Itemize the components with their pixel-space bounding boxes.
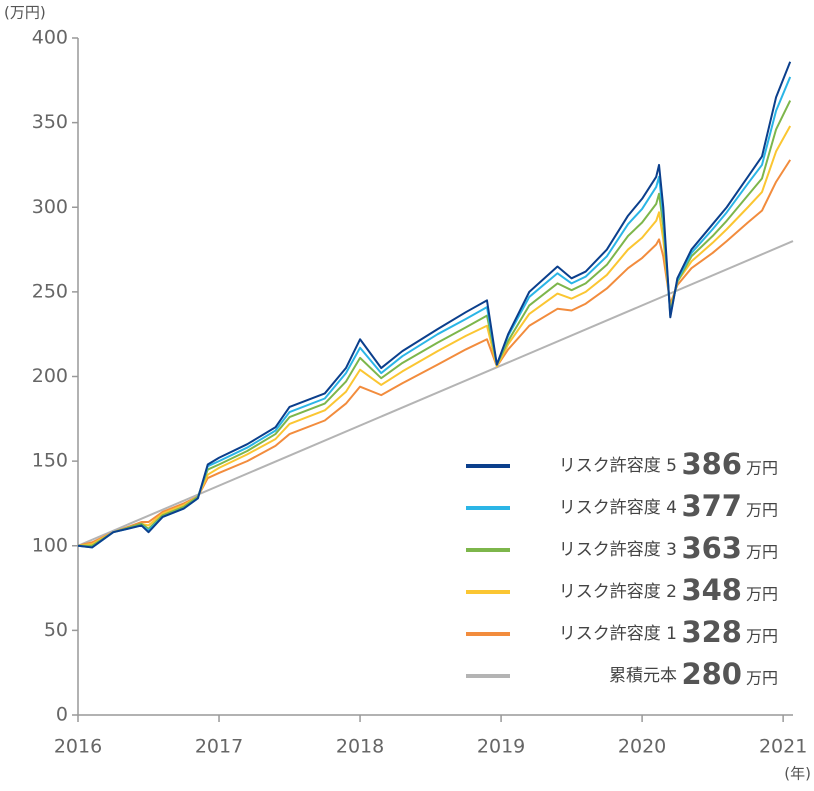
series-line bbox=[77, 61, 792, 549]
x-tick-label: 2021 bbox=[759, 736, 807, 758]
x-tick-label: 2017 bbox=[195, 736, 243, 758]
legend-label: リスク許容度 4 bbox=[559, 498, 677, 518]
legend-item: 累積元本 280 万円 bbox=[466, 657, 778, 691]
legend-unit: 万円 bbox=[746, 627, 778, 646]
x-tick-label: 2019 bbox=[477, 736, 525, 758]
legend-value: 386 bbox=[681, 447, 742, 481]
legend-value: 377 bbox=[681, 489, 742, 523]
legend-unit: 万円 bbox=[746, 585, 778, 604]
legend-unit: 万円 bbox=[746, 459, 778, 478]
legend-item: リスク許容度 4 377 万円 bbox=[466, 489, 778, 523]
legend-unit: 万円 bbox=[746, 669, 778, 688]
legend-item: リスク許容度 3 363 万円 bbox=[466, 531, 778, 565]
legend-label: リスク許容度 5 bbox=[559, 456, 677, 476]
legend-value: 348 bbox=[681, 573, 742, 607]
legend-item: リスク許容度 1 328 万円 bbox=[466, 615, 778, 649]
y-tick-label: 100 bbox=[32, 534, 68, 556]
legend-unit: 万円 bbox=[746, 501, 778, 520]
legend-label: 累積元本 bbox=[609, 666, 677, 686]
x-tick-label: 2020 bbox=[618, 736, 666, 758]
legend-value: 363 bbox=[681, 531, 742, 565]
x-tick-label: 2016 bbox=[54, 736, 102, 758]
y-tick-label: 200 bbox=[32, 365, 68, 387]
y-tick-label: 150 bbox=[32, 450, 68, 472]
legend-item: リスク許容度 2 348 万円 bbox=[466, 573, 778, 607]
y-tick-label: 250 bbox=[32, 280, 68, 302]
legend-label: リスク許容度 1 bbox=[559, 624, 677, 644]
x-tick-label: 2018 bbox=[336, 736, 384, 758]
legend-value: 280 bbox=[681, 657, 742, 691]
legend-label: リスク許容度 2 bbox=[559, 582, 677, 602]
legend-label: リスク許容度 3 bbox=[559, 540, 677, 560]
y-unit-label: (万円) bbox=[4, 4, 46, 22]
legend-value: 328 bbox=[681, 615, 742, 649]
y-tick-label: 0 bbox=[56, 704, 68, 726]
y-tick-label: 50 bbox=[44, 619, 68, 641]
x-unit-label: (年) bbox=[784, 765, 811, 783]
legend-item: リスク許容度 5 386 万円 bbox=[466, 447, 778, 481]
legend-unit: 万円 bbox=[746, 543, 778, 562]
y-tick-label: 350 bbox=[32, 111, 68, 133]
y-tick-label: 300 bbox=[32, 196, 68, 218]
y-tick-label: 400 bbox=[32, 27, 68, 49]
